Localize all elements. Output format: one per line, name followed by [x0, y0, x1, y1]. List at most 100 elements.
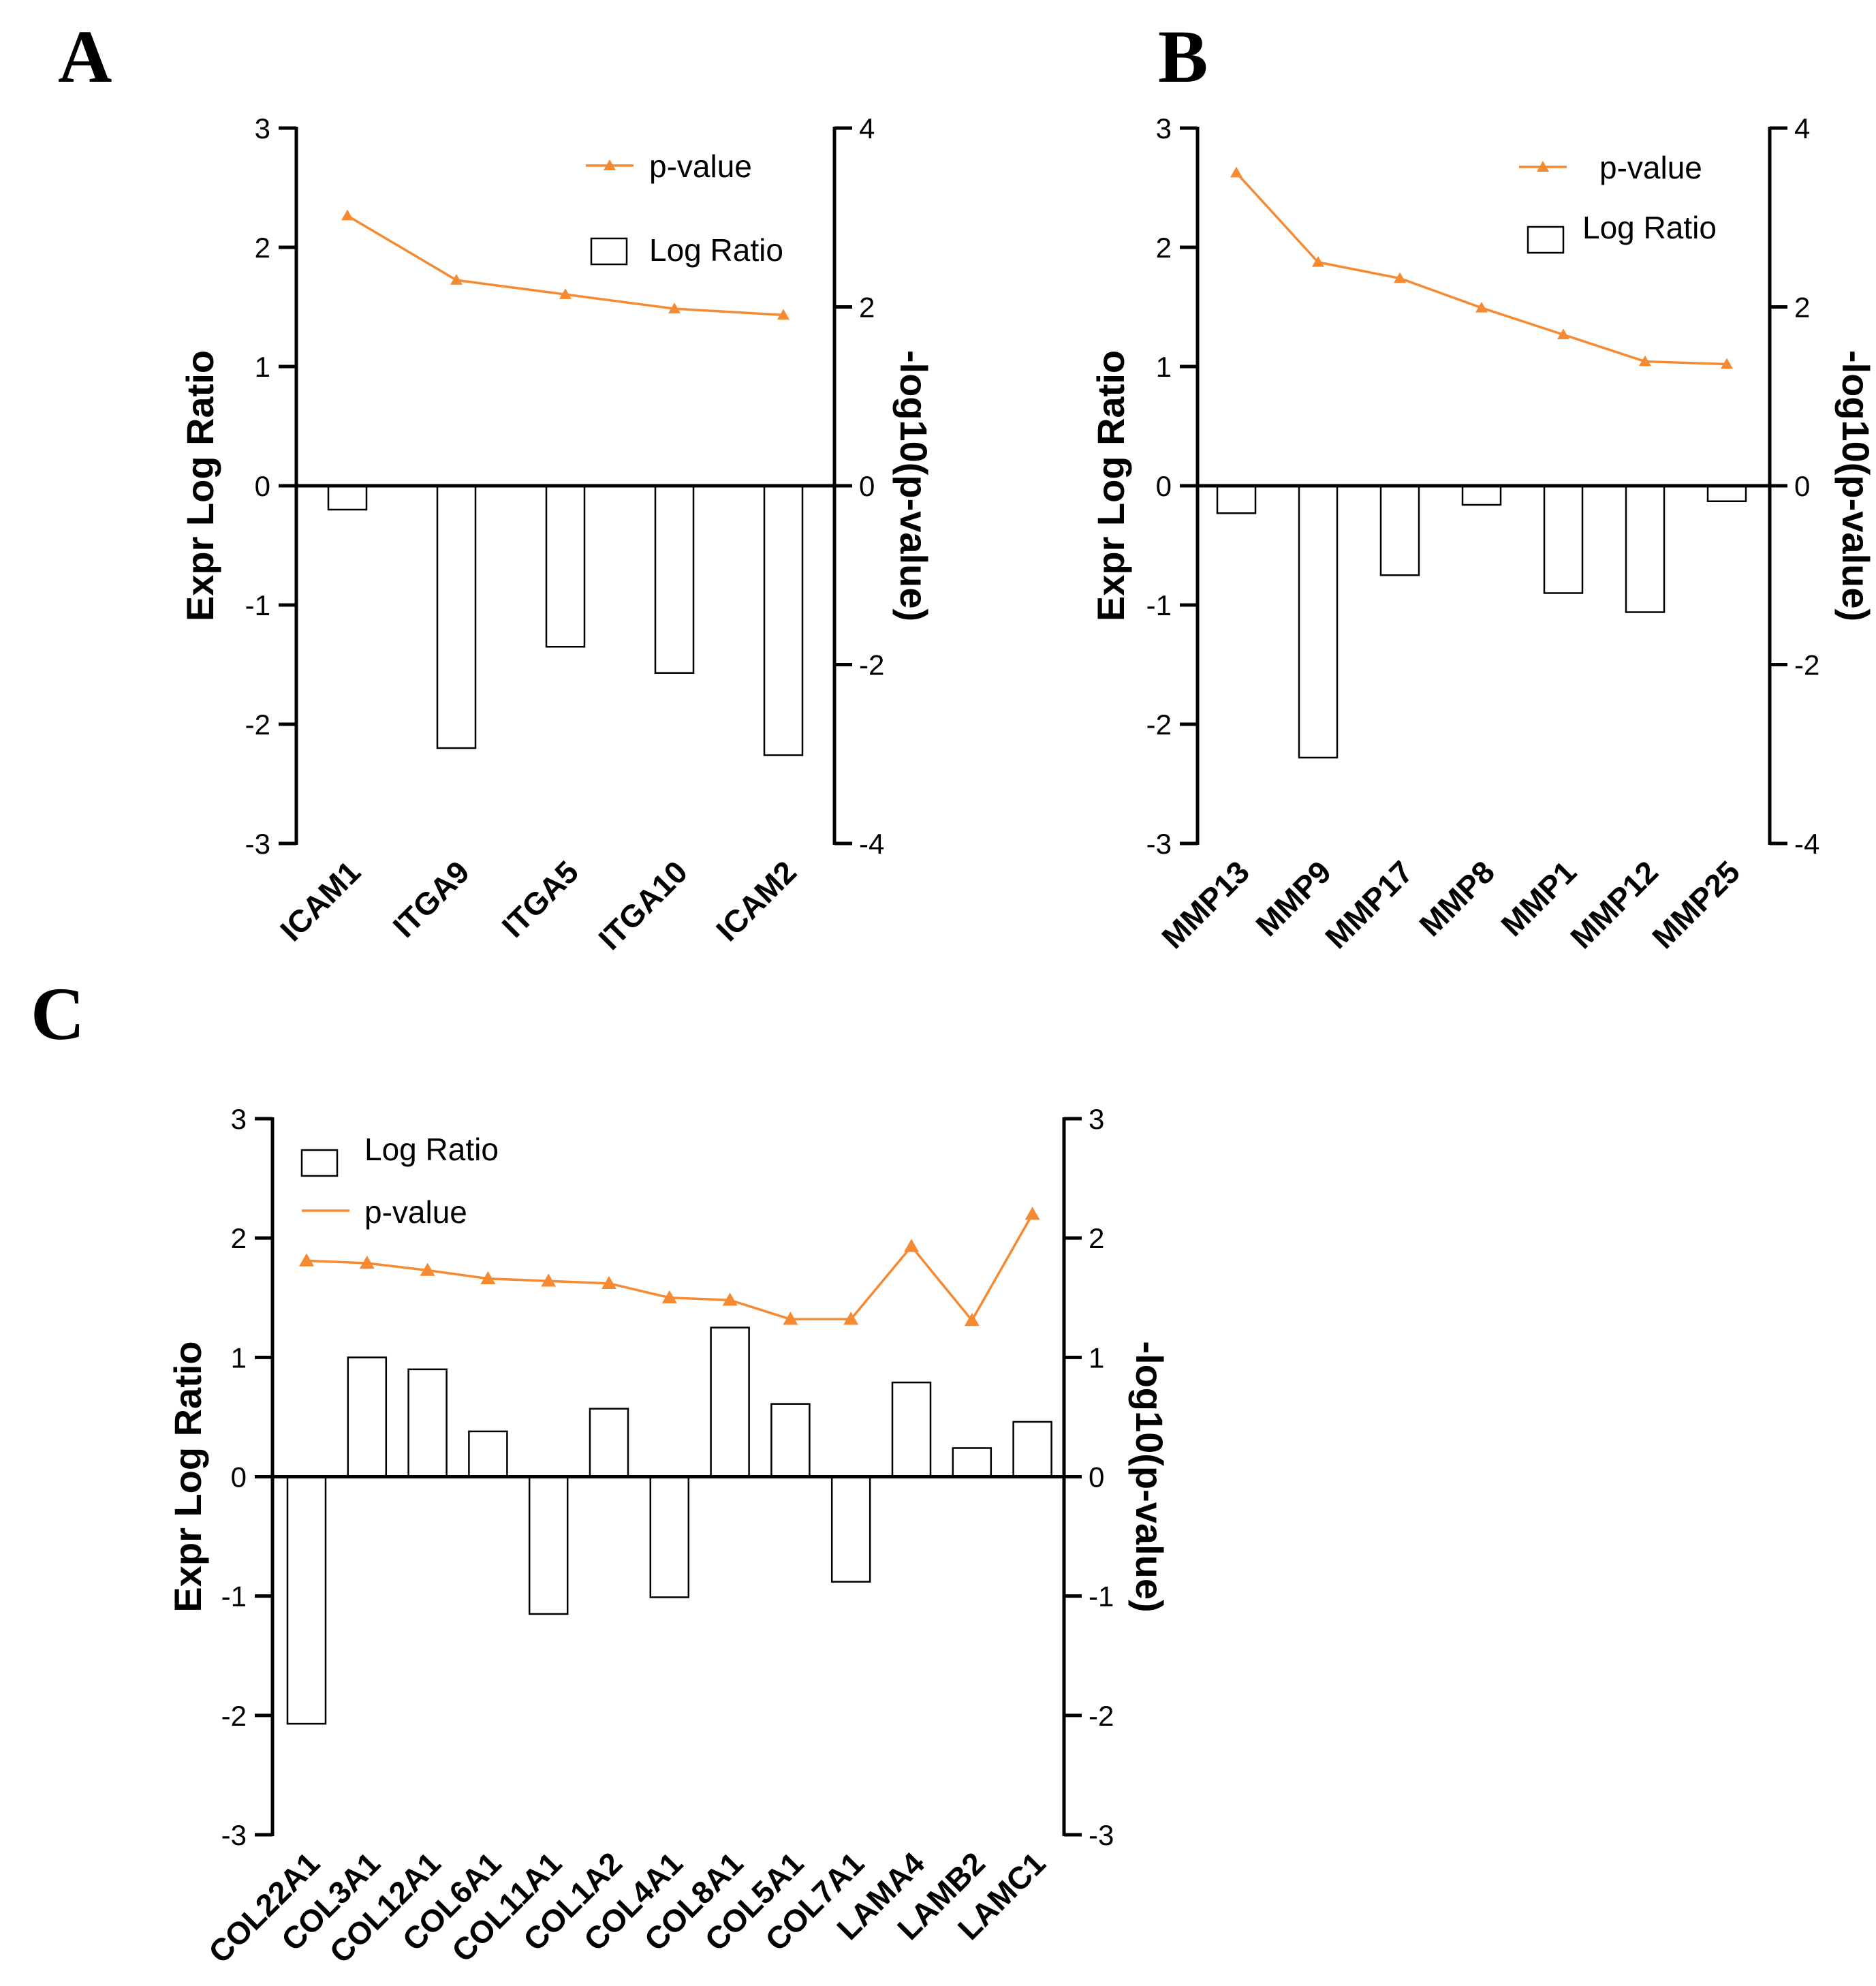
left-tick-label: -3 [221, 1819, 247, 1851]
right-tick-label: 0 [1089, 1461, 1104, 1493]
pvalue-marker [559, 288, 572, 299]
legend-bar-swatch [590, 237, 628, 266]
left-tick-label: 2 [1156, 232, 1172, 264]
log-ratio-bar [589, 1408, 629, 1478]
panel-letter: B [1158, 15, 1208, 98]
left-tick-label: 3 [255, 112, 270, 144]
legend-pvalue-marker [1537, 161, 1549, 172]
left-axis-title: Expr Log Ratio [1089, 350, 1132, 621]
log-ratio-bar [407, 1368, 448, 1478]
right-axis-title: -log10(p-value) [1128, 1341, 1171, 1612]
left-tick-label: 1 [255, 351, 270, 383]
pvalue-marker [359, 1255, 375, 1269]
category-label: MMP17 [1318, 854, 1420, 955]
category-label: ICAM2 [709, 854, 803, 948]
legend-pvalue-label: p-value [364, 1194, 467, 1230]
pvalue-line [306, 1213, 1034, 1323]
left-tick-label: -1 [221, 1581, 247, 1613]
left-tick-label: 0 [1156, 470, 1172, 502]
right-tick-label: 0 [1794, 470, 1810, 502]
category-label: MMP13 [1155, 854, 1256, 955]
left-tick-label: 1 [1156, 351, 1172, 383]
pvalue-line [1235, 172, 1728, 366]
right-tick-label: 2 [1089, 1222, 1104, 1254]
panel-letter: A [58, 15, 112, 98]
left-tick-label: 0 [231, 1461, 247, 1493]
right-tick-label: 2 [859, 292, 875, 324]
log-ratio-bar [1461, 484, 1502, 506]
left-tick-label: -2 [1146, 709, 1172, 741]
left-tick-label: -1 [1146, 589, 1172, 621]
left-tick-label: -1 [245, 589, 270, 621]
category-label: ITGA10 [591, 854, 694, 957]
pvalue-marker [1721, 358, 1733, 369]
log-ratio-bar [286, 1476, 327, 1725]
right-axis-title: -log10(p-value) [892, 350, 935, 621]
pvalue-marker [1025, 1207, 1040, 1220]
log-ratio-bar [347, 1356, 388, 1478]
category-label: ITGA9 [386, 854, 477, 944]
log-ratio-bar [710, 1326, 750, 1478]
log-ratio-bar [1625, 484, 1666, 613]
pvalue-marker [1475, 301, 1488, 313]
category-label: MMP12 [1563, 854, 1665, 955]
legend-log-ratio-label: Log Ratio [649, 232, 783, 268]
panel-c-chart: C3210-1-2-33210-1-2-3COL22A1COL3A1COL12A… [31, 972, 1171, 1970]
legend-pvalue-label: p-value [1599, 150, 1702, 185]
pvalue-marker [1230, 166, 1242, 178]
log-ratio-bar [1012, 1421, 1052, 1478]
right-axis-title: -log10(p-value) [1834, 350, 1876, 621]
right-tick-label: 3 [1089, 1103, 1104, 1135]
category-label: MMP25 [1645, 854, 1747, 955]
pvalue-marker [1639, 355, 1651, 367]
left-tick-label: 2 [255, 232, 270, 264]
log-ratio-bar [830, 1476, 871, 1583]
right-tick-label: -1 [1089, 1581, 1114, 1613]
log-ratio-bar [327, 484, 368, 511]
pvalue-marker [777, 309, 790, 320]
pvalue-marker [668, 302, 681, 313]
log-ratio-bar [528, 1476, 569, 1615]
legend-log-ratio-label: Log Ratio [1582, 210, 1717, 245]
left-tick-label: 1 [231, 1341, 247, 1374]
pvalue-marker [904, 1239, 919, 1252]
right-tick-label: -2 [1089, 1700, 1114, 1732]
log-ratio-bar [436, 484, 477, 749]
log-ratio-bar [891, 1381, 932, 1478]
right-tick-label: 2 [1794, 292, 1810, 324]
pvalue-marker [1557, 328, 1569, 339]
pvalue-marker [420, 1262, 435, 1276]
legend-bar-swatch [300, 1149, 339, 1177]
pvalue-marker [541, 1273, 557, 1287]
left-tick-label: -2 [245, 709, 270, 741]
log-ratio-bar [545, 484, 586, 648]
left-tick-label: 0 [255, 470, 270, 502]
right-tick-label: -3 [1089, 1819, 1114, 1851]
log-ratio-bar [1298, 484, 1339, 759]
log-ratio-bar [1706, 484, 1747, 502]
left-tick-label: 2 [231, 1222, 247, 1254]
left-tick-label: 3 [231, 1103, 247, 1135]
pvalue-marker [450, 274, 463, 285]
right-tick-label: 4 [1794, 112, 1810, 144]
left-tick-label: -3 [245, 828, 270, 860]
log-ratio-bar [1543, 484, 1584, 594]
right-tick-label: -2 [859, 649, 884, 681]
log-ratio-bar [468, 1430, 508, 1478]
log-ratio-bar [1379, 484, 1420, 576]
left-tick-label: -3 [1146, 828, 1172, 860]
pvalue-marker [1394, 272, 1406, 283]
pvalue-marker [843, 1312, 859, 1325]
panel-letter: C [31, 972, 84, 1055]
right-tick-label: 4 [859, 112, 875, 144]
left-axis-title: Expr Log Ratio [166, 1341, 209, 1612]
log-ratio-bar [763, 484, 804, 756]
pvalue-marker [964, 1313, 980, 1326]
right-tick-label: -2 [1794, 649, 1819, 681]
pvalue-marker [722, 1292, 738, 1306]
right-tick-label: -4 [1794, 828, 1819, 860]
left-tick-label: -2 [221, 1700, 247, 1732]
panel-a-chart: A 3 2 1 0 -1 -2 -3 4 2 0 -2 -4 ICAM1 ITGA9 ITGA5 ITGA10 I… [58, 15, 935, 957]
pvalue-marker [480, 1271, 496, 1284]
